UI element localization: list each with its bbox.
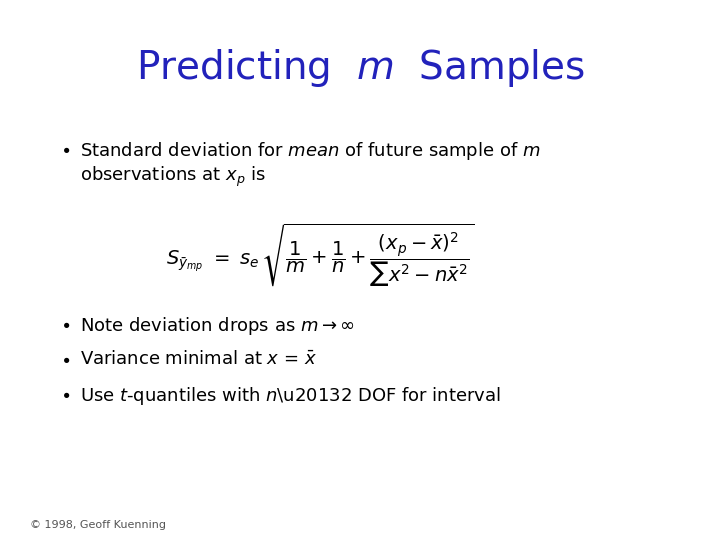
Text: $S_{\bar{y}_{mp}}\ =\ s_e\,\sqrt{\dfrac{1}{m}+\dfrac{1}{n}+\dfrac{(x_p-\bar{x})^: $S_{\bar{y}_{mp}}\ =\ s_e\,\sqrt{\dfrac{… [166, 221, 474, 289]
Text: $\bullet$: $\bullet$ [60, 350, 71, 368]
Text: observations at $x_p$ is: observations at $x_p$ is [80, 165, 266, 189]
Text: $\bullet$: $\bullet$ [60, 385, 71, 403]
Text: Standard deviation for $\mathit{mean}$ of future sample of $m$: Standard deviation for $\mathit{mean}$ o… [80, 140, 541, 162]
Text: Note deviation drops as $m \to \infty$: Note deviation drops as $m \to \infty$ [80, 315, 355, 337]
Text: $\bullet$: $\bullet$ [60, 140, 71, 158]
Text: $\bullet$: $\bullet$ [60, 315, 71, 333]
Text: © 1998, Geoff Kuenning: © 1998, Geoff Kuenning [30, 520, 166, 530]
Text: Predicting  $m$  Samples: Predicting $m$ Samples [135, 47, 585, 89]
Text: Variance minimal at $x$ = $\bar{x}$: Variance minimal at $x$ = $\bar{x}$ [80, 350, 317, 368]
Text: Use $t$-quantiles with $n$\u20132 DOF for interval: Use $t$-quantiles with $n$\u20132 DOF fo… [80, 385, 500, 407]
